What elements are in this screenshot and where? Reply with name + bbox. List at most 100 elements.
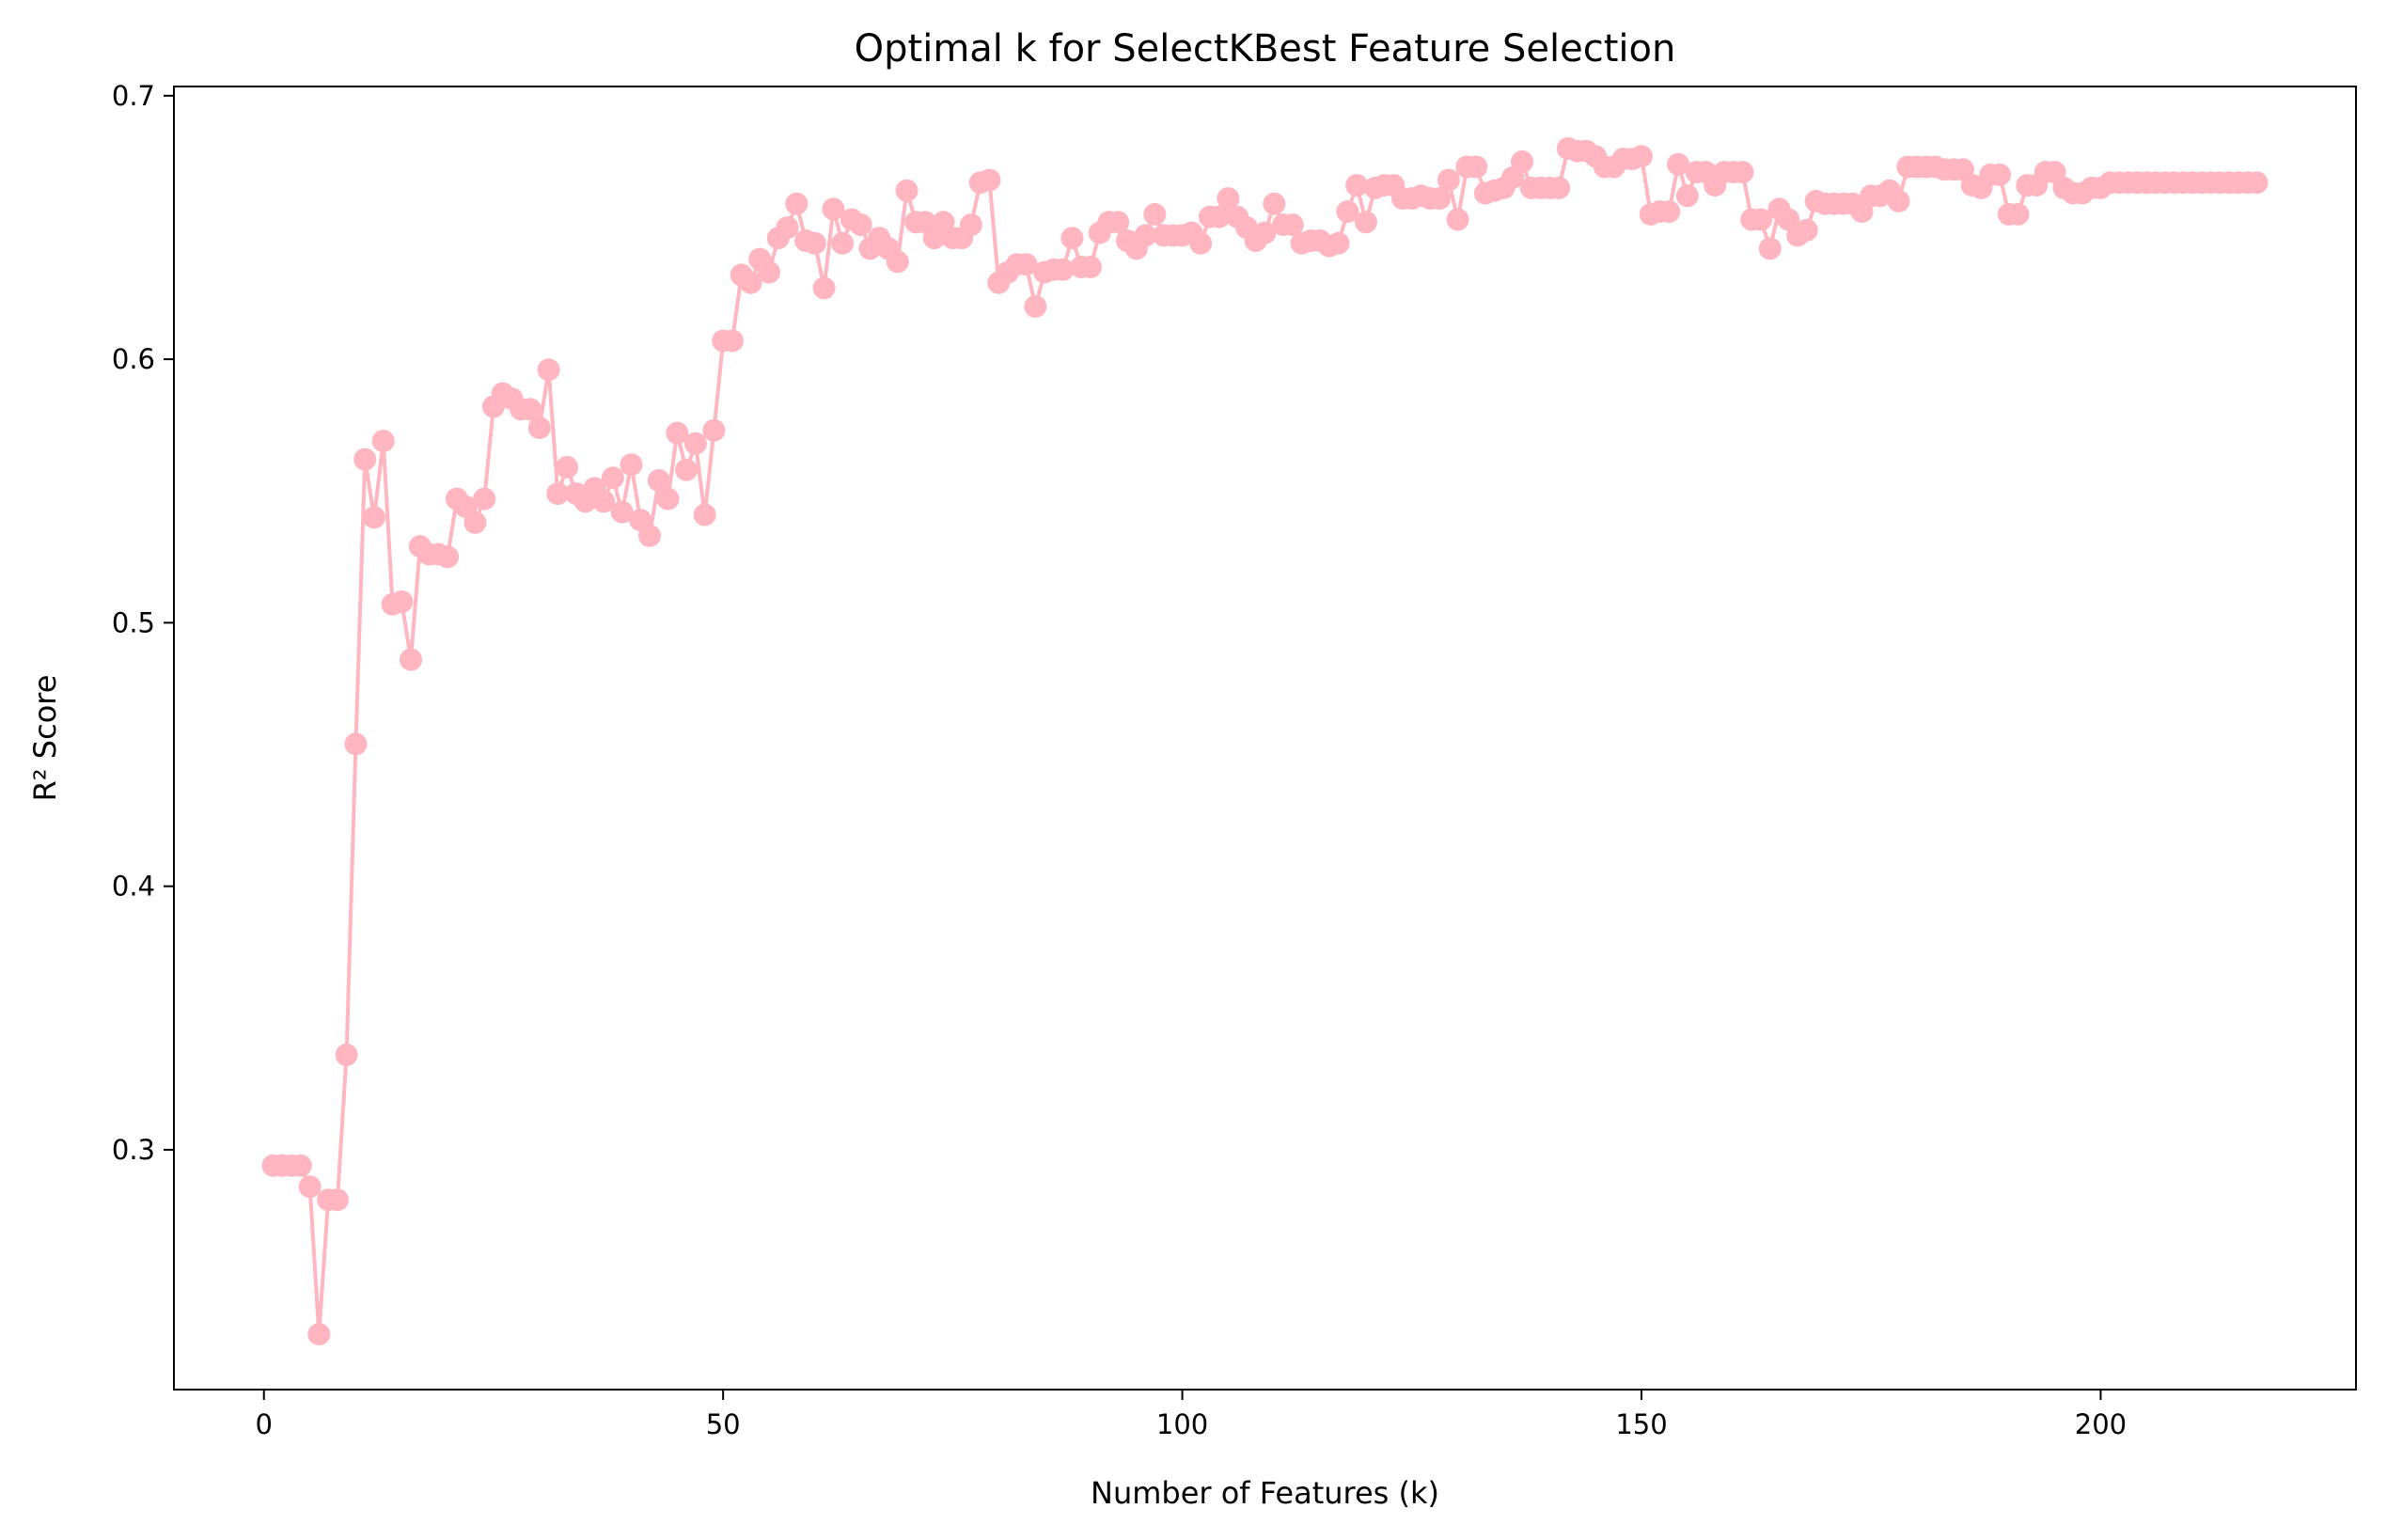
- data-point: [610, 500, 634, 524]
- y-tick-label: 0.7: [112, 80, 155, 112]
- x-axis-label: Number of Features (k): [1091, 1475, 1439, 1511]
- y-tick-label: 0.5: [112, 606, 155, 638]
- x-tick-label: 0: [256, 1408, 273, 1440]
- data-point: [1675, 184, 1699, 208]
- data-point: [785, 192, 809, 215]
- data-point: [1345, 174, 1369, 197]
- data-point: [519, 398, 542, 421]
- axes-frame: [173, 86, 2357, 1391]
- data-point: [1758, 237, 1782, 260]
- data-point: [1134, 224, 1157, 247]
- data-point: [537, 358, 560, 382]
- data-point: [1731, 161, 1754, 184]
- data-point: [1750, 208, 1772, 231]
- data-point: [849, 213, 872, 237]
- data-point: [390, 590, 414, 613]
- data-point: [1280, 213, 1304, 237]
- data-point: [1107, 211, 1130, 234]
- data-point: [1051, 258, 1075, 281]
- data-point: [638, 524, 661, 547]
- data-point: [1446, 208, 1469, 231]
- data-point: [592, 490, 616, 513]
- data-point: [895, 179, 919, 202]
- x-tick-label: 50: [706, 1408, 741, 1440]
- data-point: [1060, 227, 1084, 250]
- data-point: [2245, 171, 2269, 195]
- data-point: [2006, 202, 2030, 226]
- data-point: [1263, 192, 1286, 215]
- x-axis: 0 50 100 150 200: [256, 1390, 2127, 1440]
- x-tick-label: 150: [1615, 1408, 1667, 1440]
- data-point: [1024, 295, 1047, 318]
- data-point: [647, 469, 670, 492]
- data-point: [473, 487, 496, 511]
- y-axis-label: R² Score: [27, 675, 63, 802]
- data-point: [363, 506, 385, 529]
- data-point: [978, 168, 1001, 192]
- data-point: [693, 503, 716, 526]
- data-point: [546, 482, 570, 505]
- data-point: [289, 1154, 312, 1177]
- data-point: [400, 648, 422, 671]
- data-point: [1667, 152, 1690, 176]
- data-point: [758, 260, 780, 284]
- data-point: [959, 213, 982, 237]
- data-point: [1887, 189, 1910, 212]
- data-point: [1657, 200, 1681, 224]
- data-point: [307, 1323, 331, 1346]
- data-point: [1327, 231, 1350, 255]
- data-point: [1437, 168, 1460, 192]
- chart-title: Optimal k for SelectKBest Feature Select…: [855, 27, 1676, 71]
- y-tick-label: 0.3: [112, 1134, 155, 1166]
- data-point: [1207, 205, 1231, 228]
- data-point: [683, 432, 707, 455]
- data-point: [720, 329, 744, 353]
- data-point: [1189, 231, 1213, 255]
- data-point: [812, 276, 836, 300]
- data-point: [1253, 221, 1277, 244]
- x-tick-label: 200: [2075, 1408, 2127, 1440]
- data-point: [1217, 187, 1240, 211]
- data-point: [353, 448, 377, 471]
- data-point: [803, 231, 826, 255]
- data-point: [822, 197, 845, 221]
- x-tick-label: 100: [1156, 1408, 1208, 1440]
- data-point: [344, 732, 368, 756]
- y-tick-label: 0.4: [112, 871, 155, 903]
- data-point: [776, 216, 799, 239]
- data-point: [601, 466, 624, 490]
- data-point: [463, 511, 487, 534]
- data-point: [1511, 149, 1533, 173]
- data-point: [556, 456, 579, 479]
- data-point: [620, 453, 643, 477]
- data-point: [831, 231, 855, 255]
- data-point: [298, 1175, 322, 1199]
- data-point: [702, 418, 726, 442]
- data-point: [675, 458, 699, 481]
- data-point: [1143, 202, 1167, 226]
- data-point: [335, 1044, 358, 1066]
- data-point: [371, 430, 395, 452]
- y-tick-label: 0.6: [112, 343, 155, 375]
- data-point: [1014, 253, 1038, 276]
- data-point: [1078, 256, 1102, 278]
- data-point: [656, 487, 680, 511]
- data-point: [1795, 218, 1818, 242]
- data-point: [436, 545, 460, 569]
- data-point: [1355, 211, 1377, 234]
- data-point: [1428, 187, 1452, 211]
- data-point: [325, 1188, 349, 1212]
- data-point: [1547, 176, 1571, 199]
- data-point: [527, 416, 551, 439]
- data-point: [739, 271, 762, 294]
- data-point: [1465, 155, 1488, 179]
- data-point: [1988, 163, 2011, 186]
- data-point: [1630, 145, 1653, 168]
- data-point: [666, 421, 689, 445]
- plot-area: [261, 136, 2269, 1346]
- y-axis: 0.3 0.4 0.5 0.6 0.7: [112, 80, 174, 1166]
- data-point: [1336, 200, 1359, 224]
- data-point: [886, 250, 909, 274]
